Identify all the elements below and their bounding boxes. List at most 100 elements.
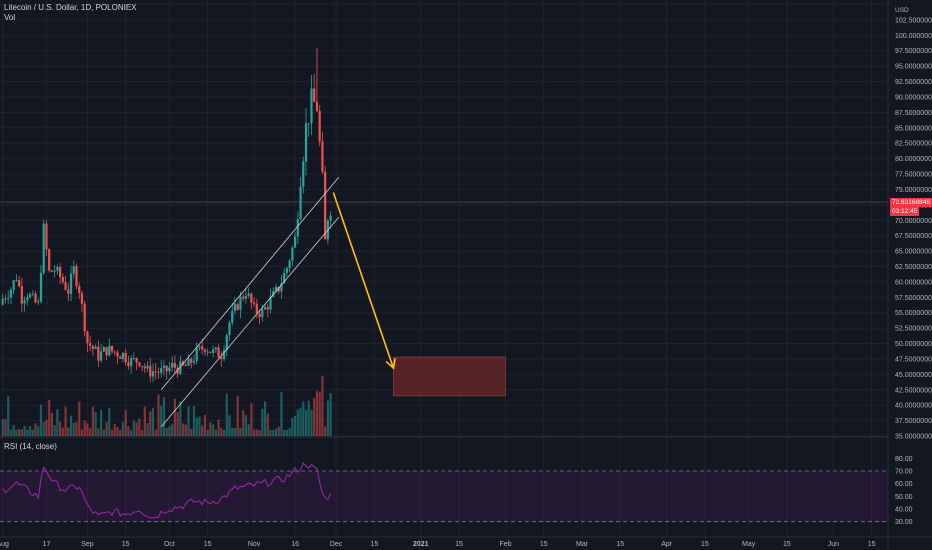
candle-body [132, 358, 135, 359]
candle-body [45, 223, 48, 250]
volume-bar [195, 417, 198, 436]
time-axis[interactable]: Aug 17 Sep 15 Oct 15 Nov 16 Dec 15 2021 15 Feb 15 Mar 1… [0, 541, 876, 548]
volume-bar [198, 416, 201, 436]
candle-body [165, 365, 168, 372]
volume-bar [187, 406, 190, 436]
candle-body [146, 365, 149, 369]
volume-bar [285, 429, 288, 436]
volume-bar [231, 427, 234, 436]
rsi-legend[interactable]: RSI (14, close) [4, 442, 57, 451]
price-tick-label: 65.00000000 [895, 249, 932, 256]
volume-bar [236, 395, 239, 436]
candle-body [269, 296, 272, 310]
time-tick-label: 15 [455, 541, 463, 548]
volume-bar [110, 429, 114, 436]
volume-bar [315, 391, 319, 436]
candle-body [173, 362, 176, 368]
volume-bar [253, 429, 256, 436]
volume-bar [151, 407, 155, 436]
candle-body [217, 347, 220, 358]
candle-body [154, 371, 157, 373]
volume-bar [160, 405, 163, 436]
volume-bar [99, 409, 103, 436]
candle-body [110, 345, 114, 352]
candle-body [97, 346, 100, 361]
candle-body [228, 322, 231, 336]
candle-body [236, 304, 239, 310]
candle-body [192, 360, 196, 363]
candle-body [113, 351, 116, 353]
volume-bar [244, 414, 248, 436]
time-tick-label: 15 [783, 541, 791, 548]
rsi-band [0, 471, 888, 522]
volume-bar [162, 397, 166, 436]
candle-body [198, 346, 201, 348]
volume-bar [67, 427, 70, 436]
candle-body [124, 352, 127, 363]
volume-bar [50, 412, 54, 436]
time-tick-label: 15 [204, 541, 212, 548]
price-unit: USD [895, 7, 909, 14]
volume-bar [69, 415, 73, 436]
volume-bar [324, 426, 327, 436]
volume-bar [220, 427, 223, 436]
candle-body [140, 365, 144, 367]
projection-arrow-head [385, 358, 396, 370]
candle-body [26, 297, 29, 301]
price-tick-label: 45.00000000 [895, 372, 932, 379]
price-axis[interactable]: 102.50000000 100.00000000 97.50000000 95.00… [895, 17, 932, 440]
channel-line [160, 216, 340, 428]
candle-body [138, 362, 141, 366]
candle-body [293, 236, 297, 248]
time-tick-label: 16 [291, 541, 299, 548]
volume-bar [149, 411, 152, 436]
volume-bar [130, 429, 133, 436]
volume-bar [34, 423, 37, 436]
volume-bar [72, 422, 75, 436]
candle-body [31, 293, 34, 295]
volume-bar [31, 429, 34, 436]
candle-body [250, 293, 253, 303]
volume-bar [53, 425, 56, 436]
candle-body [324, 171, 327, 240]
volume-bar [222, 429, 226, 436]
volume-bar [154, 429, 157, 436]
volume-bar [15, 429, 18, 436]
rsi-axis[interactable]: 80.00 70.00 60.00 50.00 40.00 30.00 [895, 456, 913, 526]
rsi-tick-label: 40.00 [895, 507, 913, 514]
price-tick-label: 35.00000000 [895, 434, 932, 441]
volume-bar [307, 400, 310, 436]
candle-body [61, 277, 64, 283]
volume-bar [138, 418, 141, 436]
time-tick-label: 2021 [413, 541, 429, 548]
volume-bar [228, 415, 231, 436]
volume-bar [263, 401, 267, 436]
volume-bars [1, 375, 332, 436]
candle-body [201, 346, 204, 350]
candle-body [315, 101, 319, 112]
rsi-tick-label: 70.00 [895, 469, 913, 476]
candle-body [222, 350, 226, 360]
volume-bar [272, 429, 275, 436]
volume-bar [132, 420, 135, 436]
price-tick-label: 90.00000000 [895, 94, 932, 101]
volume-bar [233, 427, 237, 436]
volume-bar [86, 423, 89, 436]
candle-body [105, 347, 108, 356]
volume-bar [146, 423, 149, 436]
candle-body [255, 303, 258, 314]
volume-bar [217, 419, 220, 436]
candle-body [291, 247, 294, 261]
drawings[interactable] [160, 176, 506, 428]
symbol-title[interactable]: Litecoin / U.S. Dollar, 1D, POLONIEX [4, 3, 137, 12]
candle-body [288, 260, 291, 269]
volume-legend[interactable]: Vol [4, 13, 16, 22]
candle-body [247, 293, 250, 296]
price-tick-label: 50.00000000 [895, 341, 932, 348]
volume-bar [119, 430, 122, 436]
price-tick-label: 62.50000000 [895, 264, 932, 271]
chart-grid [0, 0, 888, 537]
volume-bar [18, 429, 21, 436]
volume-bar [75, 421, 78, 436]
